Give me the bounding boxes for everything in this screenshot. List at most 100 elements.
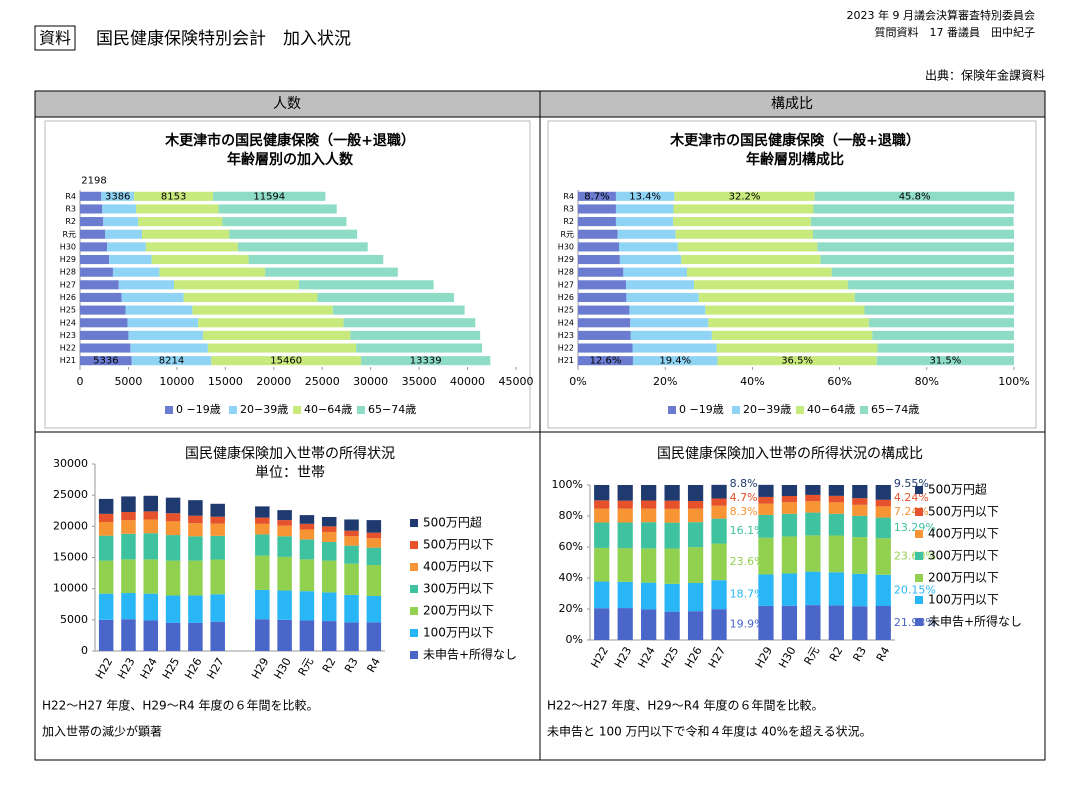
bar-segment xyxy=(255,555,270,590)
bar-segment xyxy=(687,547,704,583)
bar-segment xyxy=(321,531,337,542)
bar-segment xyxy=(121,619,136,651)
category-label: H26 xyxy=(60,293,76,302)
bar-segment xyxy=(80,204,103,214)
bar-segment xyxy=(852,537,868,574)
bar-segment xyxy=(165,622,181,651)
legend-label: 40−64歳 xyxy=(304,403,352,416)
bar-segment xyxy=(810,217,1014,227)
bar-segment xyxy=(831,267,1014,277)
category-label: H28 xyxy=(558,268,574,277)
bar-segment xyxy=(828,572,844,606)
category-label: H27 xyxy=(60,280,76,289)
bar-segment xyxy=(188,515,203,524)
bar-segment xyxy=(80,280,119,290)
source: 出典：保険年金課資料 xyxy=(925,68,1045,83)
x-tick-label: 30000 xyxy=(353,375,388,388)
bar-segment xyxy=(98,560,114,594)
legend-label: 未申告+所得なし xyxy=(928,614,1022,629)
data-label: 9.55% xyxy=(894,477,929,490)
bar-segment xyxy=(594,508,610,523)
chart-title: 単位：世帯 xyxy=(255,465,325,481)
bar-segment xyxy=(136,204,219,214)
legend-label: 未申告+所得なし xyxy=(423,647,517,662)
bar-segment xyxy=(664,548,680,584)
x-tick-label: 10000 xyxy=(159,375,194,388)
category-label: R4 xyxy=(65,192,76,201)
bar-segment xyxy=(578,204,616,214)
bar-segment xyxy=(687,611,704,640)
bar-segment xyxy=(80,356,132,366)
category-label: R3 xyxy=(342,656,361,675)
data-label: 13.4% xyxy=(629,191,661,202)
bar-segment xyxy=(805,501,821,513)
chart-frame xyxy=(547,120,1037,429)
caption: 未申告と 100 万円以下で令和４年度は 40%を超える状況。 xyxy=(547,724,872,739)
category-label: H25 xyxy=(60,306,76,315)
bar-segment xyxy=(578,267,624,277)
bar-segment xyxy=(805,512,821,536)
category-label: H24 xyxy=(138,656,160,682)
bar-segment xyxy=(255,619,270,651)
bar-segment xyxy=(705,305,865,315)
bar-segment xyxy=(872,330,1014,340)
bar-segment xyxy=(165,497,181,514)
data-label: 13.29% xyxy=(894,521,936,534)
bar-segment xyxy=(828,605,844,640)
y-tick-label: 0 xyxy=(81,644,88,657)
bar-segment xyxy=(708,318,869,328)
bar-segment xyxy=(594,522,610,548)
y-tick-label: 80% xyxy=(559,509,583,522)
category-label: H27 xyxy=(706,645,728,671)
x-tick-label: 60% xyxy=(827,375,851,388)
bar-segment xyxy=(594,581,610,609)
bar-segment xyxy=(203,330,351,340)
category-label: R2 xyxy=(65,217,76,226)
bar-segment xyxy=(716,343,878,353)
chart-title: 木更津市の国民健康保険（一般+退職） xyxy=(164,132,415,149)
bar-segment xyxy=(138,217,223,227)
y-tick-label: 25000 xyxy=(53,488,88,501)
bar-segment xyxy=(594,500,610,509)
bar-segment xyxy=(758,574,774,606)
category-label: H29 xyxy=(60,255,76,264)
bar-segment xyxy=(632,343,717,353)
y-tick-label: 5000 xyxy=(60,613,88,626)
bar-segment xyxy=(781,496,798,503)
bar-segment xyxy=(80,330,129,340)
bar-segment xyxy=(687,500,704,509)
category-label: H24 xyxy=(60,318,76,327)
bar-segment xyxy=(229,229,358,239)
bar-segment xyxy=(317,292,454,303)
bar-segment xyxy=(366,532,382,539)
legend-swatch xyxy=(229,406,237,414)
bar-segment xyxy=(299,515,315,524)
badge-box xyxy=(34,25,76,51)
bar-segment xyxy=(134,191,214,201)
bar-segment xyxy=(617,508,633,523)
bar-segment xyxy=(828,513,844,536)
bar-segment xyxy=(641,500,657,509)
bar-segment xyxy=(277,536,292,557)
bar-segment xyxy=(852,504,868,516)
bar-segment xyxy=(165,560,181,596)
data-label: 23.60% xyxy=(894,549,936,562)
bar-segment xyxy=(664,508,680,523)
bar-segment xyxy=(805,535,821,572)
category-label: H25 xyxy=(558,306,574,315)
bar-segment xyxy=(121,292,184,303)
category-label: R3 xyxy=(563,204,574,213)
bar-segment xyxy=(711,609,727,640)
legend-swatch xyxy=(668,406,676,414)
x-tick-label: 40% xyxy=(740,375,764,388)
legend-swatch xyxy=(357,406,365,414)
bar-segment xyxy=(299,523,315,530)
bar-segment xyxy=(344,530,359,537)
bar-segment xyxy=(687,582,704,612)
bar-segment xyxy=(356,343,483,353)
legend-swatch xyxy=(915,508,923,516)
bar-segment xyxy=(828,485,844,496)
category-label: R元 xyxy=(62,230,76,239)
member: 質問資料 17 番議員 田中紀子 xyxy=(875,25,1036,39)
